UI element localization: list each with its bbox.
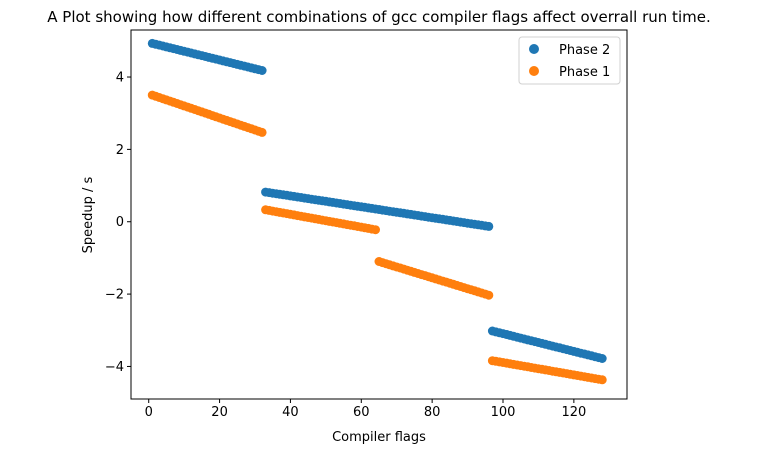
x-tick-label: 60 — [353, 405, 370, 420]
legend-marker-phase-1 — [529, 66, 539, 76]
legend-label-phase-1: Phase 1 — [559, 65, 610, 80]
y-axis-ticks: −4 −2 0 2 4 — [105, 71, 131, 375]
data-points — [147, 38, 607, 385]
data-point — [257, 127, 267, 137]
y-axis-label: Speedup / s — [81, 176, 96, 253]
chart-title: A Plot showing how different combination… — [47, 8, 710, 26]
series-1 — [147, 38, 607, 363]
x-tick-label: 100 — [491, 405, 516, 420]
data-point — [371, 225, 380, 235]
data-point — [257, 66, 267, 75]
y-tick-label: −2 — [105, 288, 124, 303]
x-tick-label: 120 — [561, 405, 586, 420]
y-tick-label: 2 — [116, 143, 124, 158]
x-tick-label: 80 — [424, 405, 441, 420]
y-tick-label: −4 — [105, 360, 124, 375]
legend-frame — [518, 36, 621, 85]
x-tick-label: 20 — [211, 405, 228, 420]
plot-frame — [130, 29, 628, 400]
x-tick-label: 40 — [282, 405, 299, 420]
x-tick-label: 0 — [145, 405, 153, 420]
y-tick-label: 0 — [116, 215, 124, 230]
legend-label-phase-2: Phase 2 — [559, 43, 610, 58]
y-tick-label: 4 — [116, 71, 124, 86]
x-axis-ticks: 0 20 40 60 80 100 120 — [145, 399, 586, 420]
legend: Phase 2 Phase 1 — [518, 36, 621, 85]
x-axis-label: Compiler flags — [332, 430, 426, 445]
data-point — [484, 290, 494, 300]
series-2 — [147, 90, 607, 385]
data-point — [597, 354, 607, 363]
legend-marker-phase-2 — [529, 44, 539, 54]
data-point — [484, 221, 494, 231]
data-point — [597, 375, 607, 385]
